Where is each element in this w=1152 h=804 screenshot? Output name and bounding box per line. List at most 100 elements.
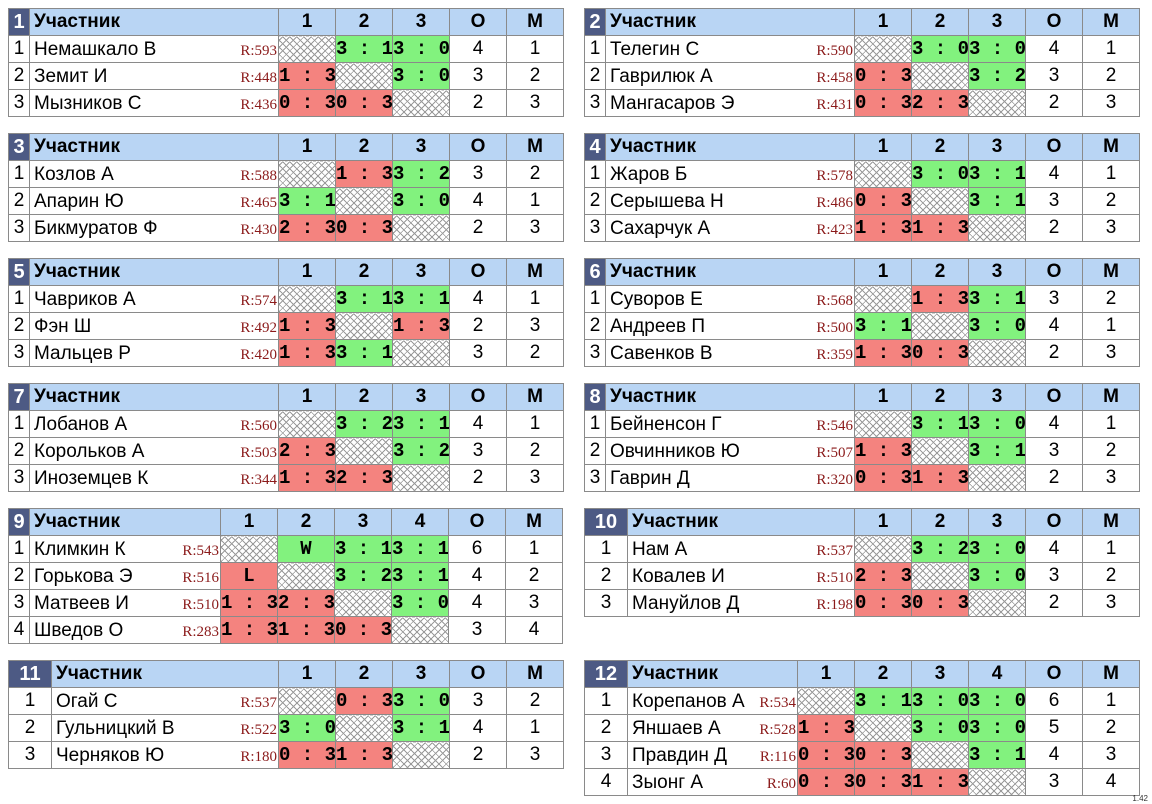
player-place: 1 [1082, 312, 1140, 340]
player-cell: Чавриков А R:574 [29, 285, 279, 313]
player-points: 3 [1025, 437, 1083, 465]
player-index: 3 [8, 741, 52, 769]
player-points: 2 [1025, 589, 1083, 617]
player-index: 1 [8, 160, 30, 188]
player-index: 4 [8, 616, 30, 644]
points-header: О [449, 258, 507, 286]
player-name: Корепанов А [632, 691, 745, 712]
group-number: 3 [8, 133, 30, 161]
match-result: 1 : 3 [911, 768, 969, 796]
opponent-column-header: 4 [391, 508, 449, 536]
match-result: 3 : 1 [854, 687, 912, 715]
player-rating: R:537 [239, 695, 277, 712]
match-result: 2 : 3 [854, 562, 912, 590]
player-points: 5 [1025, 714, 1083, 742]
match-result: 1 : 3 [797, 714, 855, 742]
opponent-column-header: 1 [854, 383, 912, 411]
self-match-cell [391, 616, 449, 644]
opponent-column-header: 3 [911, 660, 969, 688]
player-cell: Правдин Д R:116 [627, 741, 798, 769]
opponent-column-header: 3 [968, 258, 1026, 286]
player-place: 2 [1082, 562, 1140, 590]
place-header: М [1082, 660, 1140, 688]
player-place: 2 [1082, 62, 1140, 90]
match-result: 3 : 0 [911, 687, 969, 715]
player-index: 3 [584, 89, 606, 117]
match-result: 0 : 3 [797, 768, 855, 796]
player-index: 4 [584, 768, 628, 796]
player-place: 1 [1082, 535, 1140, 563]
player-place: 2 [1082, 714, 1140, 742]
player-index: 1 [8, 285, 30, 313]
player-place: 1 [505, 535, 563, 563]
match-result: 3 : 1 [968, 285, 1026, 313]
place-header: М [505, 508, 563, 536]
points-header: О [1025, 383, 1083, 411]
self-match-cell [911, 187, 969, 215]
player-name: Апарин Ю [34, 191, 124, 212]
opponent-column-header: 1 [854, 8, 912, 36]
player-index: 2 [584, 62, 606, 90]
player-name: Иноземцев К [34, 468, 149, 489]
player-name: Немашкало В [34, 39, 157, 60]
self-match-cell [968, 214, 1026, 242]
match-result: 1 : 3 [854, 437, 912, 465]
player-rating: R:465 [239, 195, 277, 212]
player-place: 1 [1082, 687, 1140, 715]
player-cell: Сахарчук А R:423 [605, 214, 855, 242]
opponent-column-header: 3 [968, 383, 1026, 411]
self-match-cell [968, 464, 1026, 492]
player-points: 4 [449, 35, 507, 63]
match-result: 3 : 2 [392, 437, 450, 465]
player-points: 4 [1025, 160, 1083, 188]
match-result: 0 : 3 [335, 89, 393, 117]
match-result: 1 : 3 [911, 285, 969, 313]
match-result: W [277, 535, 335, 563]
player-cell: Огай С R:537 [51, 687, 279, 715]
player-points: 4 [1025, 535, 1083, 563]
match-result: 1 : 3 [911, 464, 969, 492]
player-name: Савенков В [610, 343, 713, 364]
player-rating: R:507 [815, 445, 853, 462]
player-cell: Серышева Н R:486 [605, 187, 855, 215]
player-points: 2 [1025, 89, 1083, 117]
group-number: 6 [584, 258, 606, 286]
player-points: 3 [1025, 562, 1083, 590]
match-result: 0 : 3 [278, 89, 336, 117]
match-result: 1 : 3 [278, 312, 336, 340]
player-cell: Корепанов А R:534 [627, 687, 798, 715]
match-result: 3 : 0 [911, 35, 969, 63]
match-result: 0 : 3 [854, 187, 912, 215]
player-cell: Ковалев И R:510 [627, 562, 855, 590]
player-name: Гульницкий В [56, 718, 175, 739]
player-place: 4 [1082, 768, 1140, 796]
match-result: 0 : 3 [854, 768, 912, 796]
match-result: 0 : 3 [335, 687, 393, 715]
player-rating: R:528 [758, 722, 796, 739]
self-match-cell [392, 741, 450, 769]
self-match-cell [335, 62, 393, 90]
opponent-column-header: 2 [911, 383, 969, 411]
points-header: О [1025, 660, 1083, 688]
match-result: 2 : 3 [278, 214, 336, 242]
player-name: Фэн Ш [34, 316, 92, 337]
player-points: 4 [1025, 312, 1083, 340]
self-match-cell [911, 562, 969, 590]
group-header-row: 8 Участник 1 2 3 О М [584, 383, 1140, 411]
points-header: О [448, 508, 506, 536]
